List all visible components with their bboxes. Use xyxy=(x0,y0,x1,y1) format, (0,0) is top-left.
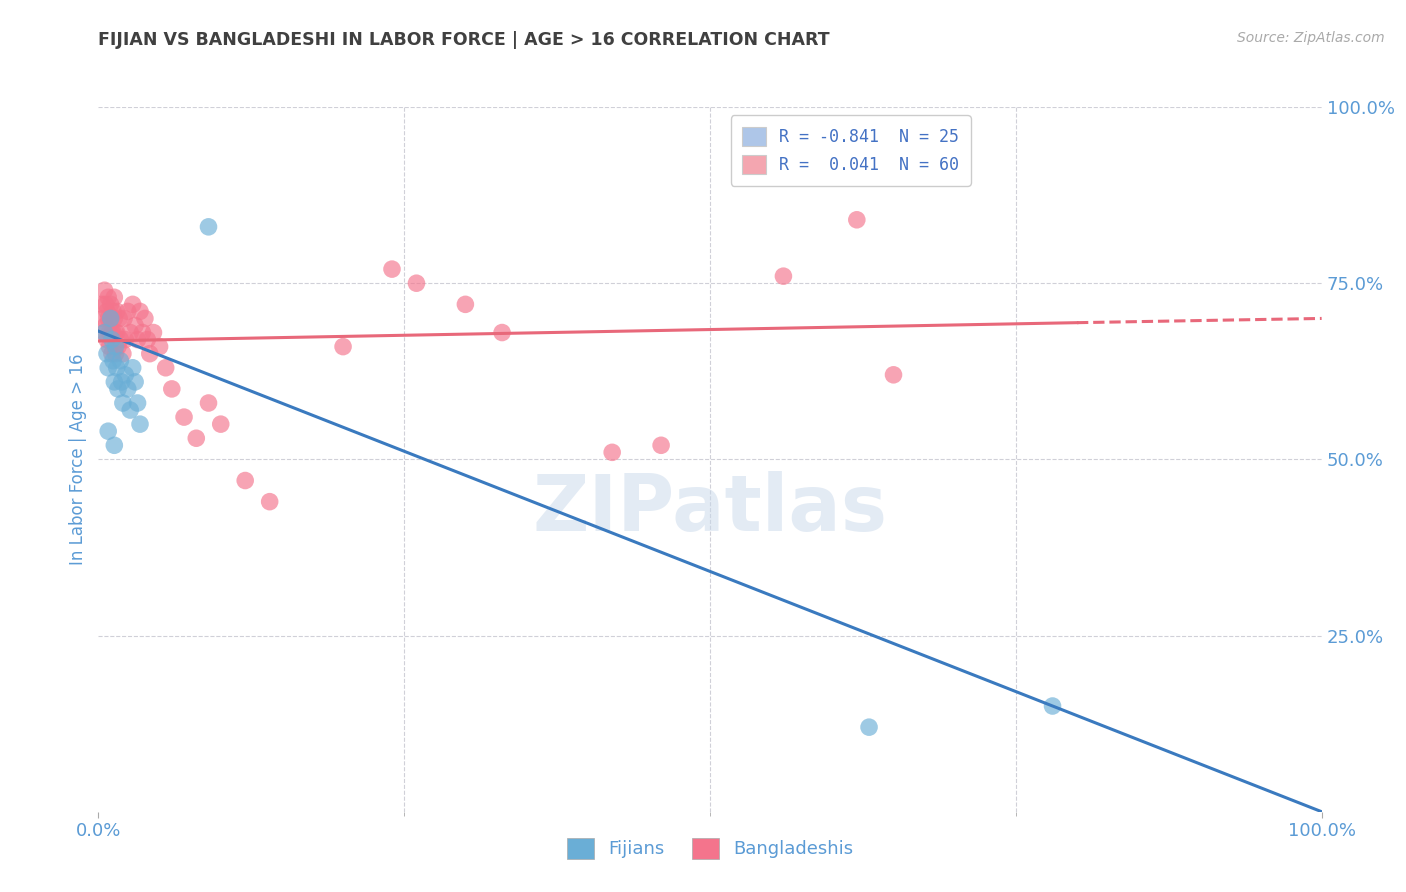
Point xyxy=(103,438,125,452)
Point xyxy=(139,346,162,360)
Point xyxy=(233,474,256,488)
Point xyxy=(103,375,125,389)
Point xyxy=(332,340,354,354)
Point xyxy=(117,382,139,396)
Point xyxy=(107,382,129,396)
Point xyxy=(101,346,124,360)
Point xyxy=(160,382,183,396)
Point xyxy=(491,326,513,340)
Point xyxy=(117,304,139,318)
Point xyxy=(142,326,165,340)
Point xyxy=(114,333,136,347)
Text: FIJIAN VS BANGLADESHI IN LABOR FORCE | AGE > 16 CORRELATION CHART: FIJIAN VS BANGLADESHI IN LABOR FORCE | A… xyxy=(98,31,830,49)
Point xyxy=(93,326,115,340)
Point xyxy=(105,326,128,340)
Point xyxy=(97,290,120,304)
Point xyxy=(100,297,122,311)
Point xyxy=(110,353,132,368)
Point xyxy=(94,318,117,333)
Point xyxy=(197,219,219,234)
Point xyxy=(105,360,128,375)
Point xyxy=(108,311,131,326)
Point xyxy=(650,438,672,452)
Point xyxy=(104,346,127,360)
Point xyxy=(111,375,134,389)
Point xyxy=(114,368,136,382)
Point xyxy=(454,297,477,311)
Point xyxy=(100,311,122,326)
Point xyxy=(120,326,142,340)
Point xyxy=(136,333,159,347)
Point xyxy=(101,353,124,368)
Point xyxy=(845,212,868,227)
Point xyxy=(101,333,124,347)
Point xyxy=(104,340,127,354)
Point xyxy=(131,326,153,340)
Point xyxy=(127,396,149,410)
Point xyxy=(155,360,177,375)
Point xyxy=(134,311,156,326)
Point xyxy=(129,304,152,318)
Point xyxy=(107,340,129,354)
Point xyxy=(124,375,146,389)
Point xyxy=(103,311,125,326)
Point xyxy=(149,340,172,354)
Point xyxy=(101,304,124,318)
Text: ZIPatlas: ZIPatlas xyxy=(533,471,887,547)
Point xyxy=(97,311,120,326)
Point xyxy=(127,333,149,347)
Point xyxy=(197,396,219,410)
Point xyxy=(104,326,127,340)
Y-axis label: In Labor Force | Age > 16: In Labor Force | Age > 16 xyxy=(69,353,87,566)
Point xyxy=(98,340,121,354)
Point xyxy=(112,311,135,326)
Point xyxy=(600,445,623,459)
Point xyxy=(93,326,115,340)
Point xyxy=(97,424,120,438)
Point xyxy=(772,269,794,284)
Point xyxy=(129,417,152,431)
Point xyxy=(98,326,121,340)
Point xyxy=(111,346,134,360)
Point xyxy=(124,318,146,333)
Point xyxy=(121,297,143,311)
Point xyxy=(173,410,195,425)
Point xyxy=(381,262,404,277)
Point xyxy=(91,297,114,311)
Point xyxy=(105,304,128,318)
Point xyxy=(96,346,118,360)
Point xyxy=(94,297,117,311)
Point xyxy=(1042,699,1064,714)
Point xyxy=(111,396,134,410)
Point xyxy=(101,326,124,340)
Point xyxy=(120,403,142,417)
Point xyxy=(186,431,208,445)
Point xyxy=(858,720,880,734)
Point xyxy=(110,333,132,347)
Point xyxy=(100,311,122,326)
Point xyxy=(209,417,232,431)
Legend: Fijians, Bangladeshis: Fijians, Bangladeshis xyxy=(560,830,860,866)
Point xyxy=(93,283,115,297)
Point xyxy=(103,290,125,304)
Point xyxy=(405,277,427,291)
Point xyxy=(96,304,118,318)
Point xyxy=(96,333,118,347)
Point xyxy=(121,360,143,375)
Point xyxy=(97,360,120,375)
Text: Source: ZipAtlas.com: Source: ZipAtlas.com xyxy=(1237,31,1385,45)
Point xyxy=(101,326,124,340)
Point xyxy=(259,494,281,508)
Point xyxy=(883,368,905,382)
Point xyxy=(91,311,114,326)
